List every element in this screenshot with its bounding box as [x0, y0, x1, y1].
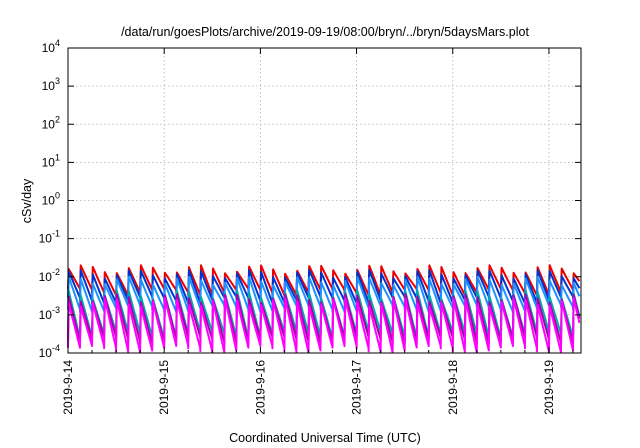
series-line-1 [67, 269, 581, 305]
y-tick-label: 10-3 [39, 305, 60, 322]
series-group [67, 264, 581, 354]
x-tick-labels: 2019-9-14 2019-9-15 2019-9-16 2019-9-17 2019… [61, 360, 556, 415]
x-tick-label: 2019-9-18 [446, 360, 460, 415]
y-tick-label: 102 [42, 114, 60, 131]
y-tick-label: 104 [42, 38, 60, 55]
y-tick-label: 10-4 [39, 343, 60, 360]
chart-title: /data/run/goesPlots/archive/2019-09-19/0… [121, 25, 529, 39]
ticks [67, 47, 581, 354]
x-tick-label: 2019-9-17 [350, 360, 364, 415]
series-line-5 [67, 297, 581, 354]
y-tick-label: 100 [42, 191, 60, 208]
series-line-0 [67, 264, 581, 297]
x-tick-label: 2019-9-16 [253, 360, 267, 415]
y-tick-label: 101 [42, 152, 60, 169]
series-line-2 [67, 275, 581, 313]
x-tick-label: 2019-9-14 [61, 360, 75, 415]
x-axis-label: Coordinated Universal Time (UTC) [229, 431, 421, 445]
x-tick-label: 2019-9-19 [542, 360, 556, 415]
x-tick-label: 2019-9-15 [157, 360, 171, 415]
y-tick-label: 103 [42, 76, 60, 93]
y-tick-labels: 10-4 10-3 10-2 10-1 100 101 102 103 104 [39, 38, 60, 360]
y-tick-label: 10-1 [39, 229, 60, 246]
y-axis-label: cSv/day [20, 178, 34, 223]
grid [68, 48, 581, 353]
y-tick-label: 10-2 [39, 267, 60, 284]
